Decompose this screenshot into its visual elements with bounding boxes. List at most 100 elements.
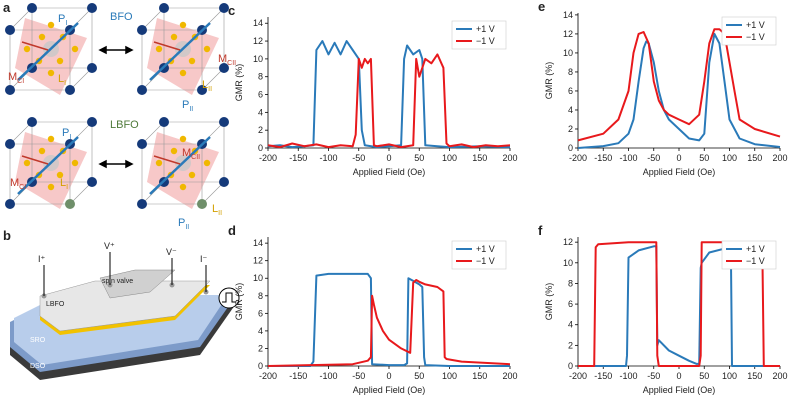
legend-box [721, 240, 777, 270]
a-atom [159, 117, 169, 127]
x-tick-label: 50 [414, 153, 424, 163]
y-tick-label: 0 [258, 143, 263, 153]
x-tick-label: 200 [772, 371, 787, 381]
x-tick-label: -100 [619, 153, 637, 163]
x-tick-label: -50 [647, 153, 660, 163]
x-axis-label: Applied Field (Oe) [643, 167, 716, 177]
polarization [149, 136, 211, 195]
x-tick-label: 150 [472, 371, 487, 381]
o-atom [47, 21, 55, 29]
panel-label: e [538, 0, 545, 14]
x-axis-label: Applied Field (Oe) [353, 385, 426, 395]
x-tick-label: 50 [699, 371, 709, 381]
series-line [267, 53, 511, 149]
a-atom [159, 3, 169, 13]
x-tick-label: -200 [569, 153, 587, 163]
legend-label: −1 V [746, 256, 765, 266]
legend-box [721, 16, 777, 46]
label-sub: I [65, 20, 67, 27]
label-main: L [60, 177, 66, 189]
x-tick-label: 100 [442, 371, 457, 381]
a-atom [27, 117, 37, 127]
y-tick-label: 12 [253, 256, 263, 266]
y-tick-label: 2 [568, 124, 573, 134]
y-tick-label: 10 [253, 273, 263, 283]
y-tick-label: 6 [568, 299, 573, 309]
vector-label: MCI [10, 177, 26, 191]
a-atom [87, 3, 97, 13]
x-tick-label: -50 [352, 153, 365, 163]
label-main: L [202, 79, 208, 91]
x-tick-label: 100 [442, 153, 457, 163]
chart: e 0 2 4 6 8 10 12 14 -200 -150 -100 -50 0 50 100 150 200 A… [538, 0, 788, 177]
label-sub: CI [19, 184, 26, 191]
v-plus: V⁺ [104, 241, 115, 251]
o-atom [179, 135, 187, 143]
o-atom [179, 183, 187, 191]
label-main: M [218, 53, 227, 65]
x-tick-label: -100 [319, 371, 337, 381]
vector-label: PII [182, 99, 193, 113]
o-atom [56, 171, 64, 179]
y-axis-label: GMR (%) [544, 62, 554, 100]
a-atom [5, 25, 15, 35]
x-tick-label: 200 [772, 153, 787, 163]
edge [69, 181, 93, 205]
x-tick-label: 100 [722, 153, 737, 163]
y-tick-label: 0 [568, 361, 573, 371]
y-tick-label: 10 [563, 258, 573, 268]
x-tick-label: 150 [747, 153, 762, 163]
x-tick-label: -150 [594, 371, 612, 381]
device [10, 252, 240, 380]
moment [153, 41, 181, 51]
vector-label: LI [58, 73, 66, 87]
lbfo: LBFO [46, 301, 65, 308]
o-atom [71, 45, 79, 53]
x-axis-label: Applied Field (Oe) [353, 167, 426, 177]
y-tick-label: 12 [253, 36, 263, 46]
legend-box [451, 240, 507, 270]
label-sub: II [189, 106, 193, 113]
x-tick-label: -100 [319, 153, 337, 163]
a-atom [5, 139, 15, 149]
y-tick-label: 8 [568, 278, 573, 288]
x-tick-label: 200 [502, 371, 517, 381]
o-atom [23, 159, 31, 167]
a-atom [219, 63, 229, 73]
y-tick-label: 0 [568, 143, 573, 153]
y-tick-label: 12 [563, 237, 573, 247]
vector-label: PI [58, 13, 67, 27]
o-atom [47, 69, 55, 77]
label-main: P [62, 127, 69, 139]
vector-label: MCII [182, 147, 200, 161]
x-tick-label: 0 [676, 371, 681, 381]
y-tick-label: 2 [258, 343, 263, 353]
series-line [577, 32, 781, 149]
y-tick-label: 8 [258, 291, 263, 301]
y-tick-label: 14 [253, 238, 263, 248]
label-sub: II [208, 86, 212, 93]
vector-label: LI [60, 177, 68, 191]
panel-a [5, 3, 229, 209]
x-tick-label: -100 [619, 371, 637, 381]
a-atom [87, 177, 97, 187]
moment [21, 41, 49, 51]
polarization [17, 22, 79, 81]
lbfo-label: LBFO [110, 119, 139, 131]
vector-label: LII [202, 79, 212, 93]
o-atom [203, 159, 211, 167]
panel-label: f [538, 223, 543, 238]
o-atom [170, 147, 178, 155]
x-tick-label: 50 [414, 371, 424, 381]
edge [201, 67, 225, 91]
label-sub: CII [191, 154, 200, 161]
x-tick-label: -150 [289, 371, 307, 381]
a-atom [65, 85, 75, 95]
v-minus: V⁻ [166, 247, 177, 257]
y-tick-label: 8 [568, 67, 573, 77]
y-axis-label: GMR (%) [234, 283, 244, 321]
series-line [268, 272, 510, 367]
i-plus: I⁺ [38, 254, 46, 264]
x-tick-label: 0 [386, 371, 391, 381]
i-minus: I⁻ [200, 254, 208, 264]
